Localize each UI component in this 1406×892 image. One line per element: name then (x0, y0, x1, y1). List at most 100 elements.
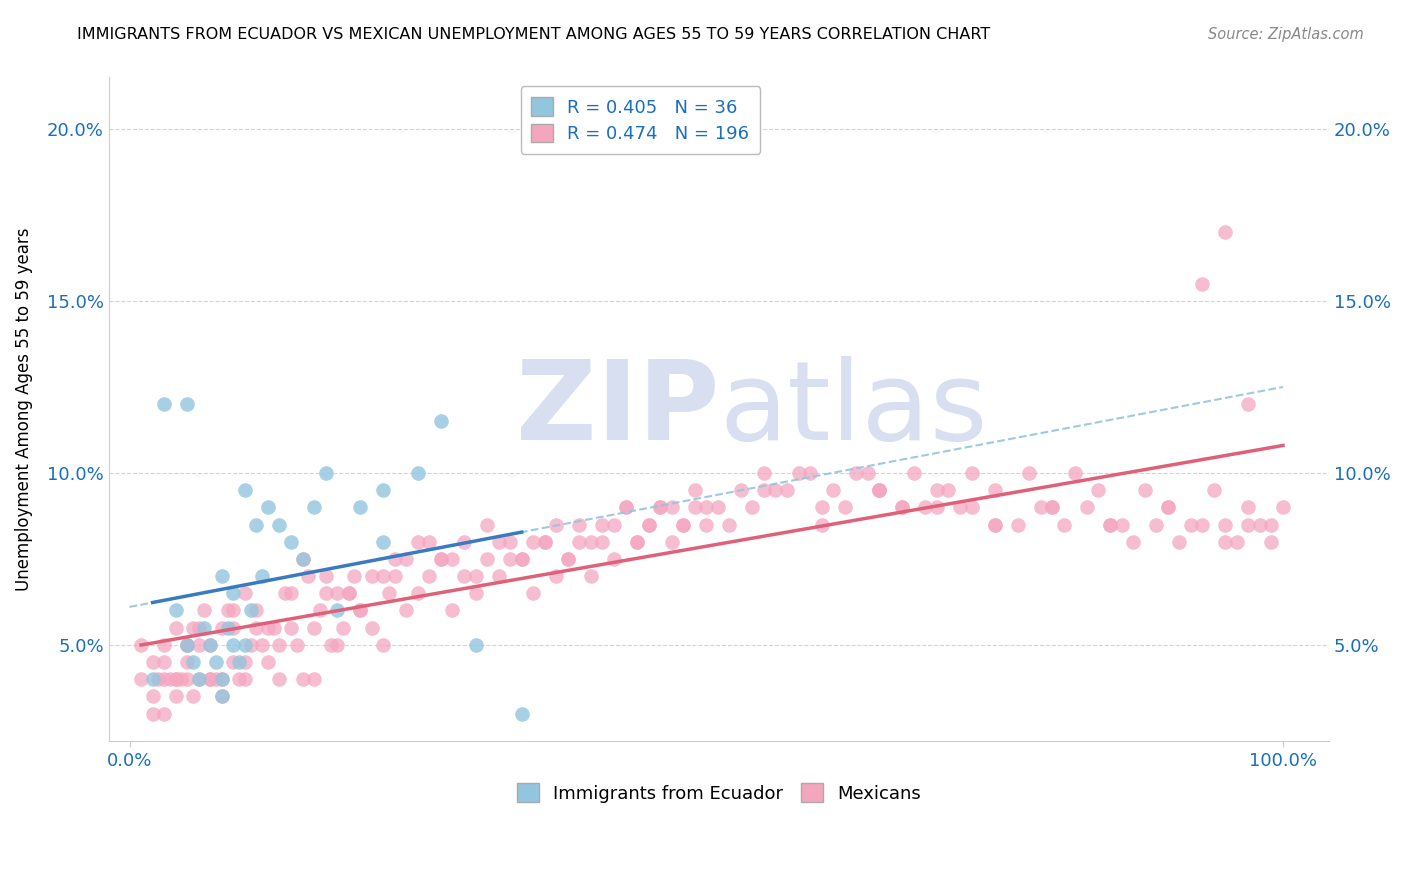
Point (648, 500, 671, 515)
Point (1202, 483, 1225, 497)
Point (211, 621, 233, 635)
Point (626, 534, 648, 549)
Legend: Immigrants from Ecuador, Mexicans: Immigrants from Ecuador, Mexicans (508, 774, 929, 812)
Point (129, 673, 152, 687)
Point (1133, 483, 1156, 497)
Point (239, 603, 262, 617)
Point (499, 534, 522, 549)
Point (453, 569, 475, 583)
Point (557, 552, 579, 566)
Point (269, 517, 291, 532)
Point (257, 500, 280, 515)
Point (1040, 500, 1063, 515)
Point (153, 673, 176, 687)
Point (302, 500, 325, 515)
Point (187, 673, 209, 687)
Point (142, 655, 165, 669)
Point (291, 673, 314, 687)
Point (718, 517, 741, 532)
Point (360, 621, 382, 635)
Point (250, 569, 273, 583)
Point (949, 500, 972, 515)
Point (233, 673, 256, 687)
Point (406, 586, 429, 600)
Point (510, 552, 533, 566)
Point (983, 483, 1005, 497)
Point (488, 534, 510, 549)
Point (142, 706, 165, 721)
Point (614, 500, 637, 515)
Point (661, 534, 683, 549)
Point (683, 500, 706, 515)
Point (938, 483, 960, 497)
Point (546, 517, 568, 532)
Point (925, 483, 948, 497)
Point (1040, 500, 1063, 515)
Point (384, 569, 406, 583)
Point (233, 586, 256, 600)
Point (475, 517, 498, 532)
Point (142, 673, 165, 687)
Point (741, 500, 763, 515)
Point (626, 534, 648, 549)
Point (464, 569, 486, 583)
Point (1213, 225, 1236, 239)
Text: atlas: atlas (718, 356, 987, 463)
Point (349, 500, 371, 515)
Point (1029, 500, 1052, 515)
Point (337, 586, 360, 600)
Point (856, 466, 879, 480)
Point (441, 603, 464, 617)
Point (453, 534, 475, 549)
Point (637, 517, 659, 532)
Point (579, 569, 602, 583)
Point (181, 621, 204, 635)
Point (142, 690, 165, 704)
Point (891, 500, 914, 515)
Point (787, 466, 810, 480)
Point (1237, 517, 1260, 532)
Point (211, 673, 233, 687)
Point (568, 517, 591, 532)
Point (269, 673, 291, 687)
Point (217, 603, 239, 617)
Point (326, 586, 349, 600)
Point (752, 466, 775, 480)
Point (914, 500, 936, 515)
Point (326, 638, 349, 652)
Point (730, 483, 752, 497)
Point (1213, 534, 1236, 549)
Point (1249, 517, 1271, 532)
Point (332, 621, 354, 635)
Point (302, 673, 325, 687)
Point (395, 552, 418, 566)
Point (193, 603, 215, 617)
Point (1087, 483, 1109, 497)
Point (129, 638, 152, 652)
Point (522, 534, 544, 549)
Point (187, 673, 209, 687)
Point (159, 673, 181, 687)
Point (165, 603, 187, 617)
Point (257, 655, 280, 669)
Point (153, 655, 176, 669)
Point (222, 586, 245, 600)
Point (799, 466, 821, 480)
Point (406, 534, 429, 549)
Point (148, 673, 170, 687)
Point (349, 603, 371, 617)
Point (1226, 534, 1249, 549)
Point (810, 517, 832, 532)
Point (315, 466, 337, 480)
Point (205, 655, 228, 669)
Point (176, 673, 198, 687)
Point (153, 706, 176, 721)
Point (263, 621, 285, 635)
Y-axis label: Unemployment Among Ages 55 to 59 years: Unemployment Among Ages 55 to 59 years (15, 227, 32, 591)
Point (960, 500, 983, 515)
Point (269, 638, 291, 652)
Point (291, 552, 314, 566)
Point (707, 500, 730, 515)
Point (349, 603, 371, 617)
Point (1156, 500, 1178, 515)
